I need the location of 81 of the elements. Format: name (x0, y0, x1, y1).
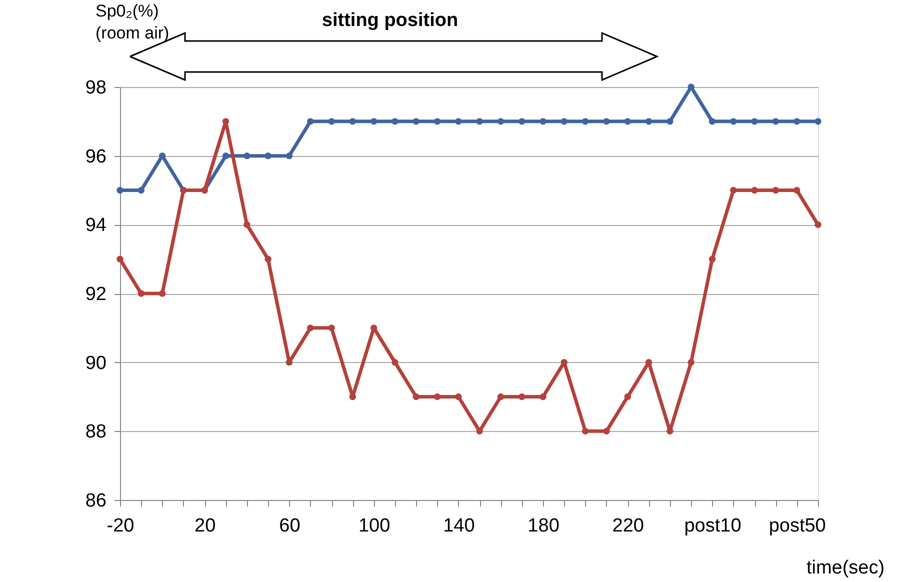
point (603, 428, 610, 435)
x-tick-label: 20 (194, 516, 216, 536)
point (328, 324, 335, 332)
point (476, 118, 483, 125)
point (772, 118, 780, 125)
point (708, 118, 716, 125)
point (307, 118, 314, 125)
text: sitting position (322, 10, 458, 31)
point (814, 221, 822, 228)
point (645, 358, 652, 366)
y-tick-label: 96 (85, 146, 106, 168)
point (264, 256, 272, 262)
point (286, 152, 293, 160)
x-tick-label: -20 (106, 516, 134, 536)
point (222, 152, 230, 160)
point (708, 256, 716, 262)
point (349, 393, 356, 400)
point (434, 393, 441, 400)
x-tick-label: 140 (443, 516, 475, 536)
point (455, 118, 462, 125)
point (603, 118, 610, 125)
point (518, 393, 526, 400)
point (158, 290, 166, 297)
point (412, 393, 420, 400)
point (751, 186, 758, 194)
point (222, 118, 230, 125)
point (392, 118, 398, 125)
y-axis-title: Sp0₂(%) (room air) (96, 2, 170, 42)
y-tick-label: 90 (85, 352, 106, 374)
point (138, 186, 145, 194)
point (476, 428, 483, 435)
point (666, 118, 674, 125)
point (560, 358, 568, 366)
y-tick-label: 86 (85, 490, 106, 512)
point (730, 118, 737, 125)
point (116, 256, 124, 262)
point (624, 393, 631, 400)
y-tick-label: 94 (85, 215, 107, 236)
y-tick-label: 92 (85, 284, 106, 305)
y-tick-label: 88 (85, 422, 106, 443)
point (624, 118, 631, 125)
x-tick-label: post50 (768, 516, 826, 536)
x-tick-label: 100 (358, 516, 390, 536)
point (645, 118, 652, 125)
point (412, 118, 420, 125)
point (540, 118, 546, 125)
x-tick-label: 60 (279, 516, 300, 536)
point (138, 290, 145, 297)
point (328, 118, 335, 125)
point (772, 186, 780, 194)
point (116, 186, 124, 194)
point (497, 118, 504, 125)
point (307, 324, 314, 332)
point (264, 152, 272, 160)
point (434, 118, 441, 125)
point (582, 428, 589, 435)
y-tick-label: 98 (85, 78, 106, 98)
point (370, 118, 378, 125)
point (730, 186, 737, 194)
point (814, 118, 822, 125)
x-tick-label: 220 (612, 516, 644, 536)
point (158, 152, 166, 160)
point (751, 118, 758, 125)
point (244, 221, 250, 228)
point (349, 118, 356, 125)
point (688, 84, 694, 90)
point (392, 358, 398, 366)
point (793, 118, 800, 125)
point (497, 393, 504, 400)
point (540, 393, 546, 400)
point (793, 186, 800, 194)
point (455, 393, 462, 400)
x-axis-title: time(sec) (806, 558, 885, 578)
point (688, 358, 694, 366)
point (244, 152, 250, 160)
point (370, 324, 378, 332)
point (582, 118, 589, 125)
point (518, 118, 526, 125)
point (560, 118, 568, 125)
x-tick-label: 180 (528, 516, 560, 536)
x-tick-label: post10 (684, 516, 742, 536)
